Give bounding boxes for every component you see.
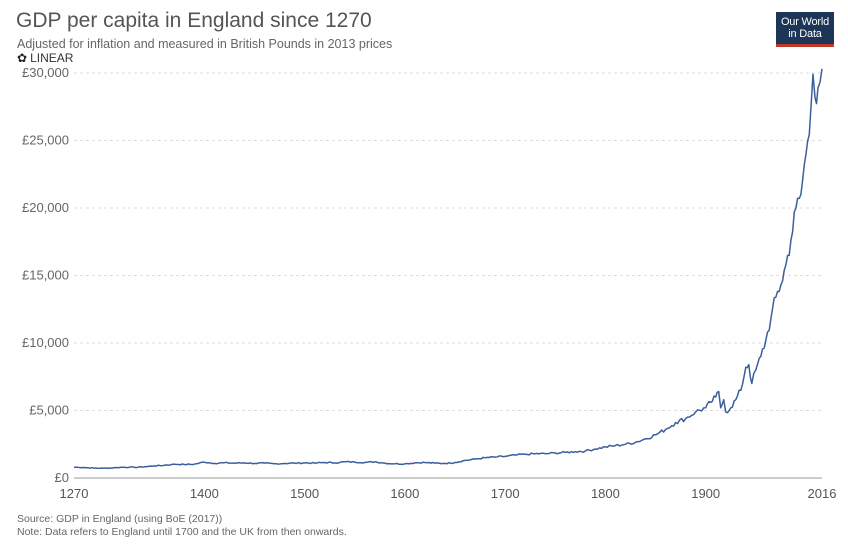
y-tick-label: £25,000: [22, 133, 69, 148]
data-note: Note: Data refers to England until 1700 …: [17, 526, 347, 538]
scale-toggle-button[interactable]: ✿ LINEAR: [17, 51, 73, 65]
chart-subtitle: Adjusted for inflation and measured in B…: [17, 37, 393, 51]
logo-line-2: in Data: [788, 28, 822, 40]
x-tick-label: 1700: [491, 486, 520, 501]
y-tick-label: £10,000: [22, 335, 69, 350]
chart-title: GDP per capita in England since 1270: [16, 9, 372, 32]
x-tick-label: 2016: [808, 486, 837, 501]
x-tick-label: 1270: [60, 486, 89, 501]
x-tick-label: 1500: [290, 486, 319, 501]
x-tick-label: 1900: [691, 486, 720, 501]
x-tick-label: 1800: [591, 486, 620, 501]
y-tick-label: £30,000: [22, 65, 69, 80]
y-tick-label: £15,000: [22, 268, 69, 283]
gdp-series-line: [73, 68, 823, 470]
y-tick-label: £20,000: [22, 200, 69, 215]
scale-toggle-label: LINEAR: [30, 51, 74, 65]
source-note: Source: GDP in England (using BoE (2017)…: [17, 513, 223, 525]
line-chart: £0 £5,000 £10,000 £15,000 £20,000 £25,000 £30,…: [22, 65, 837, 501]
x-tick-label: 1400: [190, 486, 219, 501]
logo-line-1: Our World: [780, 16, 830, 28]
y-tick-label: £0: [55, 470, 69, 485]
gear-icon: ✿: [17, 51, 28, 65]
x-tick-label: 1600: [390, 486, 419, 501]
y-tick-label: £5,000: [29, 403, 69, 418]
owid-logo[interactable]: Our World in Data: [776, 12, 834, 47]
